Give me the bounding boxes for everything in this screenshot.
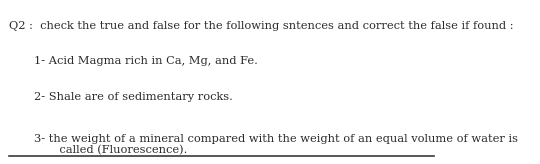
Text: Q2 :  check the true and false for the following sntences and correct the false : Q2 : check the true and false for the fo… [9,21,514,31]
Text: 3- the weight of a mineral compared with the weight of an equal volume of water : 3- the weight of a mineral compared with… [35,134,518,156]
Text: 2- Shale are of sedimentary rocks.: 2- Shale are of sedimentary rocks. [35,92,233,102]
Text: 1- Acid Magma rich in Ca, Mg, and Fe.: 1- Acid Magma rich in Ca, Mg, and Fe. [35,56,258,66]
